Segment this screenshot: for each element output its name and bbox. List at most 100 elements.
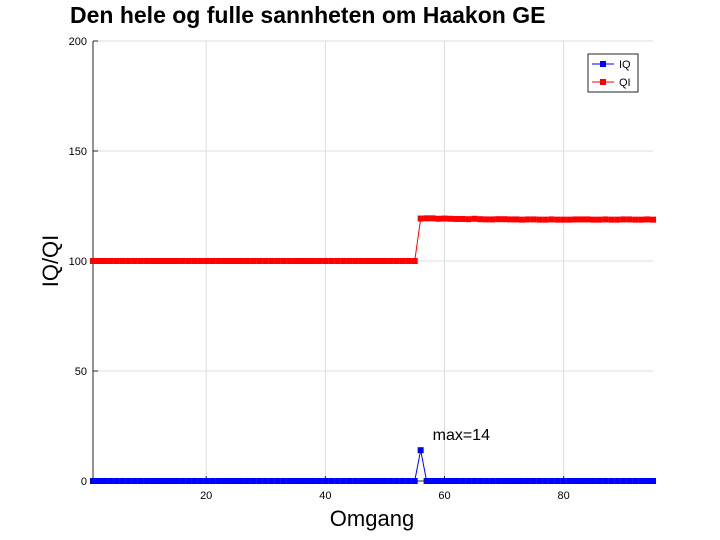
data-point-iq xyxy=(274,478,281,484)
x-ticks: 20 40 60 80 xyxy=(200,476,570,502)
data-point-qi xyxy=(459,215,466,222)
data-point-qi xyxy=(310,258,317,264)
data-point-qi xyxy=(387,258,394,264)
data-point-qi xyxy=(101,258,108,264)
data-point-qi xyxy=(405,258,412,264)
data-point-iq xyxy=(405,478,412,484)
data-point-qi xyxy=(262,258,269,264)
data-point-qi xyxy=(95,258,102,264)
y-ticks: 0 50 100 150 200 xyxy=(69,36,98,488)
data-point-iq xyxy=(179,478,186,484)
data-point-qi xyxy=(232,258,239,264)
data-point-qi xyxy=(155,258,162,264)
data-point-qi xyxy=(507,216,514,223)
data-point-qi xyxy=(191,258,198,264)
data-point-iq xyxy=(149,478,156,484)
data-point-qi xyxy=(501,216,508,223)
data-point-iq xyxy=(393,478,400,484)
data-point-iq xyxy=(441,478,448,484)
data-point-qi xyxy=(453,215,460,222)
data-point-qi xyxy=(542,216,549,223)
data-point-qi xyxy=(203,258,210,264)
data-point-qi xyxy=(90,258,96,264)
data-point-iq xyxy=(507,478,514,484)
annotations: max=14 xyxy=(433,427,490,444)
data-point-qi xyxy=(179,258,186,264)
data-point-iq xyxy=(596,478,603,484)
data-point-qi xyxy=(584,216,591,223)
data-point-qi xyxy=(167,258,174,264)
data-point-qi xyxy=(298,258,305,264)
x-tick-label: 40 xyxy=(319,490,331,502)
data-point-qi xyxy=(483,216,490,223)
data-point-iq xyxy=(244,478,251,484)
data-point-qi xyxy=(221,258,228,264)
data-point-iq xyxy=(304,478,311,484)
data-point-iq xyxy=(477,478,484,484)
data-point-iq xyxy=(197,478,204,484)
data-point-iq xyxy=(501,478,508,484)
data-point-qi xyxy=(620,216,627,223)
data-point-qi xyxy=(512,216,519,223)
y-axis-label: IQ/QI xyxy=(38,235,63,288)
data-point-iq xyxy=(209,478,216,484)
data-point-iq xyxy=(626,478,633,484)
data-point-qi xyxy=(358,258,365,264)
data-point-qi xyxy=(346,258,353,264)
data-point-iq xyxy=(542,478,549,484)
data-point-iq xyxy=(614,478,621,484)
data-point-iq xyxy=(411,478,418,484)
data-point-qi xyxy=(292,258,299,264)
chart-title: Den hele og fulle sannheten om Haakon GE xyxy=(70,2,545,28)
legend-label-iq: IQ xyxy=(619,59,631,71)
data-point-qi xyxy=(489,216,496,223)
data-point-qi xyxy=(441,215,448,222)
data-point-iq xyxy=(227,478,234,484)
data-point-qi xyxy=(328,258,335,264)
data-point-qi xyxy=(393,258,400,264)
data-point-qi xyxy=(614,216,621,223)
legend-marker-qi xyxy=(600,79,606,85)
data-point-iq xyxy=(250,478,257,484)
data-point-iq xyxy=(328,478,335,484)
legend-box xyxy=(587,53,639,93)
data-point-qi xyxy=(554,216,561,223)
data-point-qi xyxy=(417,215,424,222)
data-point-iq xyxy=(512,478,519,484)
data-point-qi xyxy=(125,258,132,264)
data-point-iq xyxy=(381,478,388,484)
data-point-iq xyxy=(584,478,591,484)
x-axis-label: Omgang xyxy=(330,506,414,531)
data-point-iq xyxy=(125,478,132,484)
data-point-qi xyxy=(238,258,245,264)
data-point-qi xyxy=(596,216,603,223)
data-point-iq xyxy=(417,447,424,454)
data-point-iq xyxy=(113,478,120,484)
data-point-qi xyxy=(268,258,275,264)
data-point-iq xyxy=(465,478,472,484)
data-point-iq xyxy=(286,478,293,484)
data-point-iq xyxy=(292,478,299,484)
data-point-qi xyxy=(560,216,567,223)
data-point-qi xyxy=(375,258,382,264)
data-point-iq xyxy=(322,478,329,484)
data-point-iq xyxy=(191,478,198,484)
data-point-iq xyxy=(137,478,144,484)
legend-marker-iq xyxy=(600,61,606,67)
y-tick-label: 100 xyxy=(69,256,87,268)
data-point-qi xyxy=(173,258,180,264)
data-point-qi xyxy=(411,258,418,264)
annotation-max: max=14 xyxy=(433,427,490,444)
data-point-qi xyxy=(495,216,502,223)
data-point-qi xyxy=(423,215,430,222)
y-tick-label: 200 xyxy=(69,36,87,48)
data-point-iq xyxy=(143,478,150,484)
data-point-iq xyxy=(161,478,168,484)
data-point-iq xyxy=(620,478,627,484)
data-point-iq xyxy=(238,478,245,484)
data-point-iq xyxy=(399,478,406,484)
data-point-qi xyxy=(352,258,359,264)
data-point-qi xyxy=(149,258,156,264)
data-point-qi xyxy=(524,216,531,223)
data-point-iq xyxy=(232,478,239,484)
